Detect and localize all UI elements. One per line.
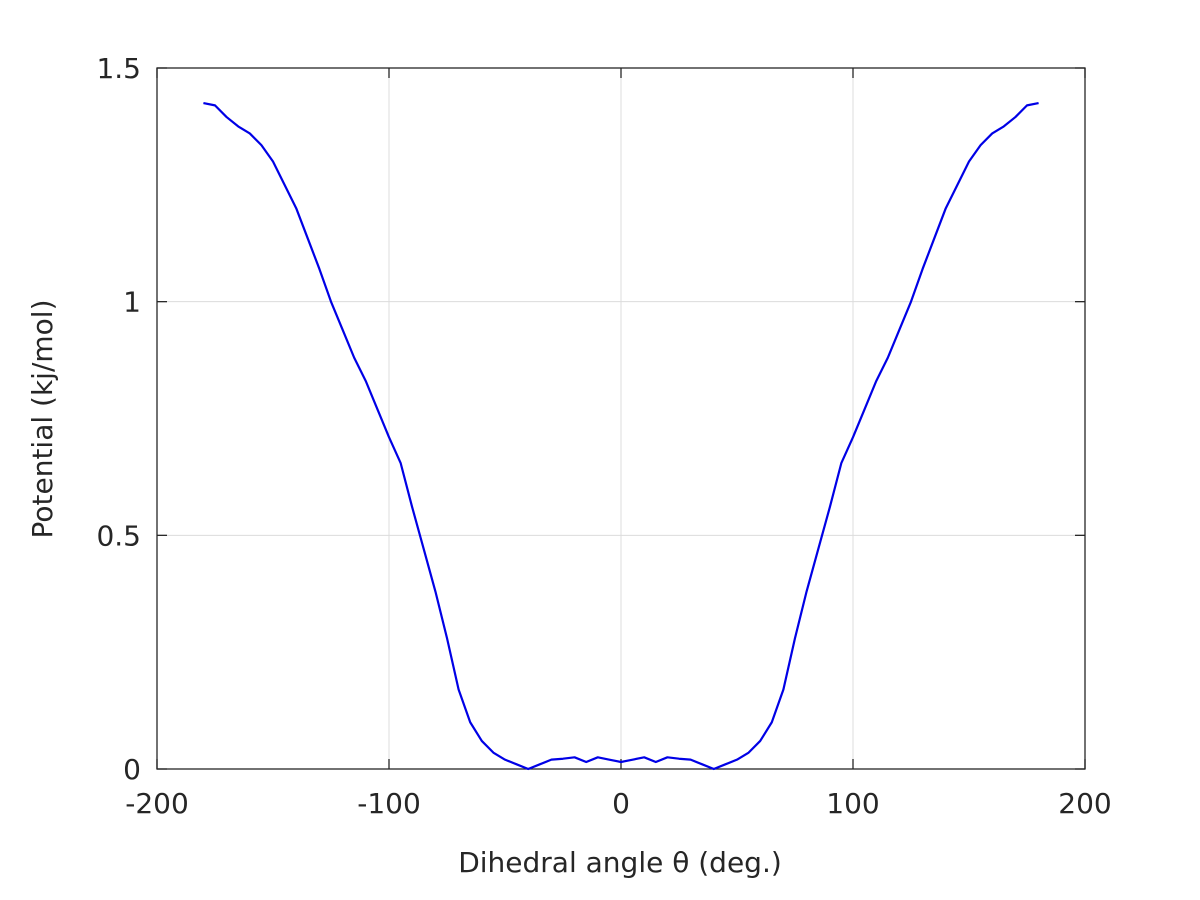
y-tick-label: 1 bbox=[123, 286, 141, 319]
y-tick-label: 0.5 bbox=[96, 519, 141, 552]
x-axis-label: Dihedral angle θ (deg.) bbox=[458, 846, 782, 879]
x-tick-label: 200 bbox=[1058, 787, 1111, 820]
y-tick-label: 1.5 bbox=[96, 52, 141, 85]
x-tick-label: 100 bbox=[826, 787, 879, 820]
y-axis-label: Potential (kj/mol) bbox=[26, 299, 59, 538]
y-tick-label: 0 bbox=[123, 753, 141, 786]
plot-frame bbox=[156, 67, 1086, 770]
x-tick-label: -100 bbox=[357, 787, 421, 820]
x-tick-label: -200 bbox=[125, 787, 189, 820]
line bbox=[203, 101, 1039, 771]
x-tick-label: 0 bbox=[612, 787, 630, 820]
